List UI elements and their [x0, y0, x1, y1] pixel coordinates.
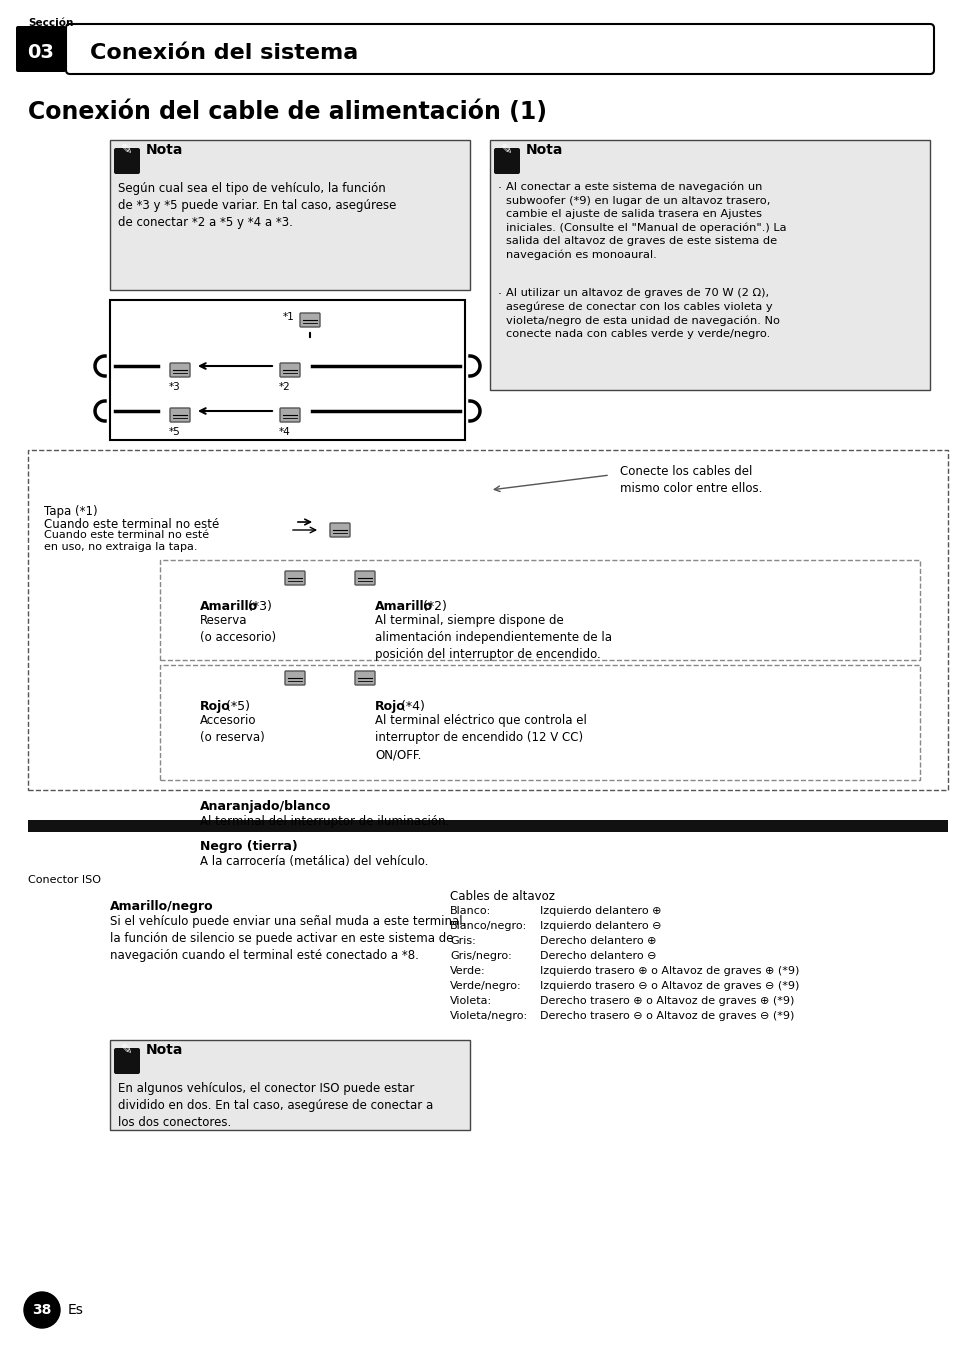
- Text: Anaranjado/blanco: Anaranjado/blanco: [200, 800, 331, 813]
- Text: En algunos vehículos, el conector ISO puede estar
dividido en dos. En tal caso, : En algunos vehículos, el conector ISO pu…: [118, 1082, 433, 1129]
- Text: (*4): (*4): [396, 700, 424, 713]
- Text: A la carrocería (metálica) del vehículo.: A la carrocería (metálica) del vehículo.: [200, 854, 428, 868]
- FancyBboxPatch shape: [170, 408, 190, 422]
- Text: Al conectar a este sistema de navegación un
subwoofer (*9) en lugar de un altavo: Al conectar a este sistema de navegación…: [505, 183, 785, 260]
- Text: Gris:: Gris:: [450, 936, 476, 946]
- FancyBboxPatch shape: [28, 450, 947, 790]
- Text: Cables de altavoz: Cables de altavoz: [450, 890, 555, 903]
- Text: *3: *3: [169, 383, 181, 392]
- FancyBboxPatch shape: [66, 24, 933, 74]
- FancyBboxPatch shape: [110, 300, 464, 439]
- Bar: [28, 821, 947, 831]
- Text: Es: Es: [68, 1303, 84, 1317]
- Text: Derecho delantero ⊕: Derecho delantero ⊕: [539, 936, 656, 946]
- Text: 03: 03: [28, 43, 54, 62]
- Text: Conexión del sistema: Conexión del sistema: [90, 43, 358, 64]
- Text: Si el vehículo puede enviar una señal muda a este terminal,
la función de silenc: Si el vehículo puede enviar una señal mu…: [110, 915, 466, 963]
- FancyBboxPatch shape: [330, 523, 350, 537]
- Text: Según cual sea el tipo de vehículo, la función
de *3 y *5 puede variar. En tal c: Según cual sea el tipo de vehículo, la f…: [118, 183, 395, 228]
- FancyBboxPatch shape: [110, 1040, 470, 1130]
- FancyBboxPatch shape: [494, 147, 519, 174]
- Text: Nota: Nota: [146, 1042, 183, 1057]
- Text: Conecte los cables del
mismo color entre ellos.: Conecte los cables del mismo color entre…: [619, 465, 761, 495]
- Text: Reserva
(o accesorio): Reserva (o accesorio): [200, 614, 275, 644]
- FancyBboxPatch shape: [160, 560, 919, 660]
- Text: Derecho trasero ⊖ o Altavoz de graves ⊖ (*9): Derecho trasero ⊖ o Altavoz de graves ⊖ …: [539, 1011, 794, 1021]
- Text: Izquierdo trasero ⊖ o Altavoz de graves ⊖ (*9): Izquierdo trasero ⊖ o Altavoz de graves …: [539, 982, 799, 991]
- Text: Amarillo/negro: Amarillo/negro: [110, 900, 213, 913]
- Text: ·: ·: [497, 288, 501, 301]
- Text: *4: *4: [279, 427, 291, 437]
- Text: Blanco:: Blanco:: [450, 906, 491, 917]
- Text: Izquierdo delantero ⊖: Izquierdo delantero ⊖: [539, 921, 660, 932]
- FancyBboxPatch shape: [280, 408, 299, 422]
- Text: ✎: ✎: [121, 143, 132, 157]
- Text: Al terminal eléctrico que controla el
interruptor de encendido (12 V CC)
ON/OFF.: Al terminal eléctrico que controla el in…: [375, 714, 586, 761]
- Text: Gris/negro:: Gris/negro:: [450, 950, 511, 961]
- Text: Cuando este terminal no esté: Cuando este terminal no esté: [44, 530, 209, 539]
- Text: Violeta:: Violeta:: [450, 996, 492, 1006]
- Text: Derecho delantero ⊖: Derecho delantero ⊖: [539, 950, 656, 961]
- Text: Al utilizar un altavoz de graves de 70 W (2 Ω),
asegúrese de conectar con los ca: Al utilizar un altavoz de graves de 70 W…: [505, 288, 780, 339]
- Text: Nota: Nota: [525, 143, 563, 157]
- Text: Blanco/negro:: Blanco/negro:: [450, 921, 527, 932]
- Text: en uso, no extraiga la tapa.: en uso, no extraiga la tapa.: [44, 542, 197, 552]
- Text: 38: 38: [32, 1303, 51, 1317]
- Text: Al terminal del interruptor de iluminación.: Al terminal del interruptor de iluminaci…: [200, 815, 449, 827]
- FancyBboxPatch shape: [355, 571, 375, 585]
- Text: Violeta/negro:: Violeta/negro:: [450, 1011, 528, 1021]
- FancyBboxPatch shape: [299, 314, 319, 327]
- Text: Conector ISO: Conector ISO: [28, 875, 101, 886]
- Text: Accesorio
(o reserva): Accesorio (o reserva): [200, 714, 265, 744]
- Text: Cuando este terminal no esté: Cuando este terminal no esté: [44, 518, 219, 531]
- Text: Amarillo: Amarillo: [375, 600, 433, 612]
- Text: *1: *1: [283, 312, 294, 322]
- Text: ✎: ✎: [500, 143, 513, 157]
- Text: Al terminal, siempre dispone de
alimentación independientemente de la
posición d: Al terminal, siempre dispone de alimenta…: [375, 614, 612, 661]
- Circle shape: [24, 1293, 60, 1328]
- Text: Verde/negro:: Verde/negro:: [450, 982, 521, 991]
- FancyBboxPatch shape: [170, 362, 190, 377]
- FancyBboxPatch shape: [160, 665, 919, 780]
- FancyBboxPatch shape: [113, 1048, 140, 1073]
- Text: Tapa (*1): Tapa (*1): [44, 506, 97, 518]
- FancyBboxPatch shape: [110, 141, 470, 289]
- FancyBboxPatch shape: [285, 571, 305, 585]
- Text: (*3): (*3): [244, 600, 272, 612]
- FancyBboxPatch shape: [280, 362, 299, 377]
- Text: Izquierdo trasero ⊕ o Altavoz de graves ⊕ (*9): Izquierdo trasero ⊕ o Altavoz de graves …: [539, 965, 799, 976]
- Text: *5: *5: [169, 427, 181, 437]
- Text: Negro (tierra): Negro (tierra): [200, 840, 297, 853]
- Text: (*2): (*2): [418, 600, 446, 612]
- Text: Verde:: Verde:: [450, 965, 485, 976]
- Text: Amarillo: Amarillo: [200, 600, 258, 612]
- Text: Rojo: Rojo: [375, 700, 405, 713]
- Text: ·: ·: [497, 183, 501, 195]
- Text: Izquierdo delantero ⊕: Izquierdo delantero ⊕: [539, 906, 660, 917]
- FancyBboxPatch shape: [490, 141, 929, 389]
- FancyBboxPatch shape: [355, 671, 375, 685]
- Text: ✎: ✎: [121, 1042, 132, 1057]
- Text: Derecho trasero ⊕ o Altavoz de graves ⊕ (*9): Derecho trasero ⊕ o Altavoz de graves ⊕ …: [539, 996, 794, 1006]
- FancyBboxPatch shape: [113, 147, 140, 174]
- Text: Sección: Sección: [28, 18, 73, 28]
- FancyBboxPatch shape: [16, 26, 66, 72]
- Text: (*5): (*5): [222, 700, 250, 713]
- Text: *2: *2: [279, 383, 291, 392]
- FancyBboxPatch shape: [285, 671, 305, 685]
- Text: Nota: Nota: [146, 143, 183, 157]
- Text: Rojo: Rojo: [200, 700, 231, 713]
- Text: Conexión del cable de alimentación (1): Conexión del cable de alimentación (1): [28, 100, 546, 124]
